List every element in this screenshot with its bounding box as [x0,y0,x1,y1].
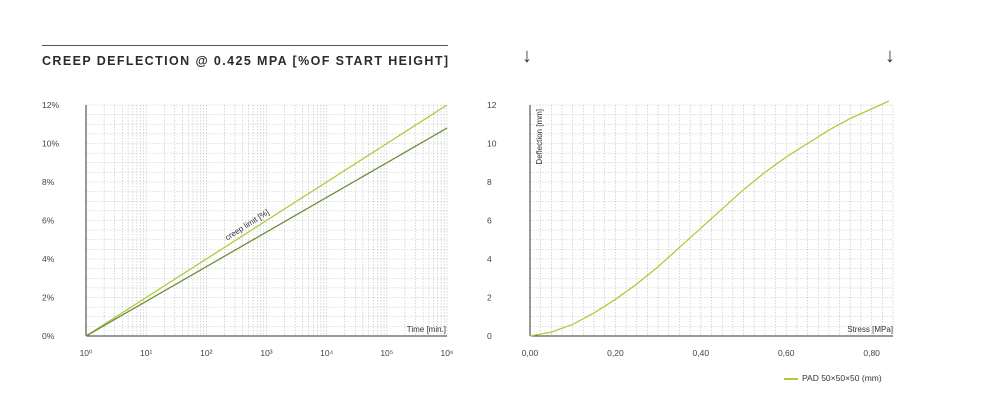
down-arrow-icon-left: ↓ [522,45,532,67]
x-axis-label: Stress [MPa] [847,325,893,334]
y-tick-label: 4 [487,254,492,264]
x-axis-label: Time [min.] [407,325,446,334]
series-line-pad [529,100,889,337]
y-tick-label: 4% [42,254,55,264]
x-tick-label: 0,60 [778,348,795,358]
y-tick-label: 0 [487,331,492,341]
y-tick-label: 0% [42,331,55,341]
x-tick-label: 0,20 [607,348,624,358]
x-tick-label: 0,00 [522,348,539,358]
x-tick-label: 10⁴ [320,348,333,358]
x-tick-label: 10⁶ [441,348,454,358]
legend-swatch [784,378,798,380]
x-tick-label: 10⁵ [380,348,393,358]
title-rule [42,45,448,46]
series-line [85,104,448,337]
down-arrow-icon-right: ↓ [885,45,895,67]
y-tick-label: 2% [42,293,55,303]
y-tick-label: 10% [42,139,59,149]
y-tick-label: 8 [487,177,492,187]
y-tick-label: 12% [42,100,59,110]
x-tick-label: 10¹ [140,348,152,358]
y-tick-label: 12 [487,100,497,110]
x-tick-label: 0,40 [693,348,710,358]
chart-title: CREEP DEFLECTION @ 0.425 MPA [%OF START … [42,54,450,68]
x-tick-label: 10⁰ [80,348,93,358]
y-tick-label: 6% [42,216,55,226]
x-tick-label: 0,80 [863,348,880,358]
x-tick-label: 10² [200,348,212,358]
y-tick-label: 8% [42,177,55,187]
series-line [85,127,448,337]
y-tick-label: 6 [487,216,492,226]
y-axis-label: Deflection [mm] [535,109,544,165]
x-tick-label: 10³ [260,348,272,358]
legend-label: PAD 50×50×50 (mm) [802,373,882,383]
legend: PAD 50×50×50 (mm) [784,373,882,383]
y-tick-label: 10 [487,139,497,149]
y-tick-label: 2 [487,293,492,303]
